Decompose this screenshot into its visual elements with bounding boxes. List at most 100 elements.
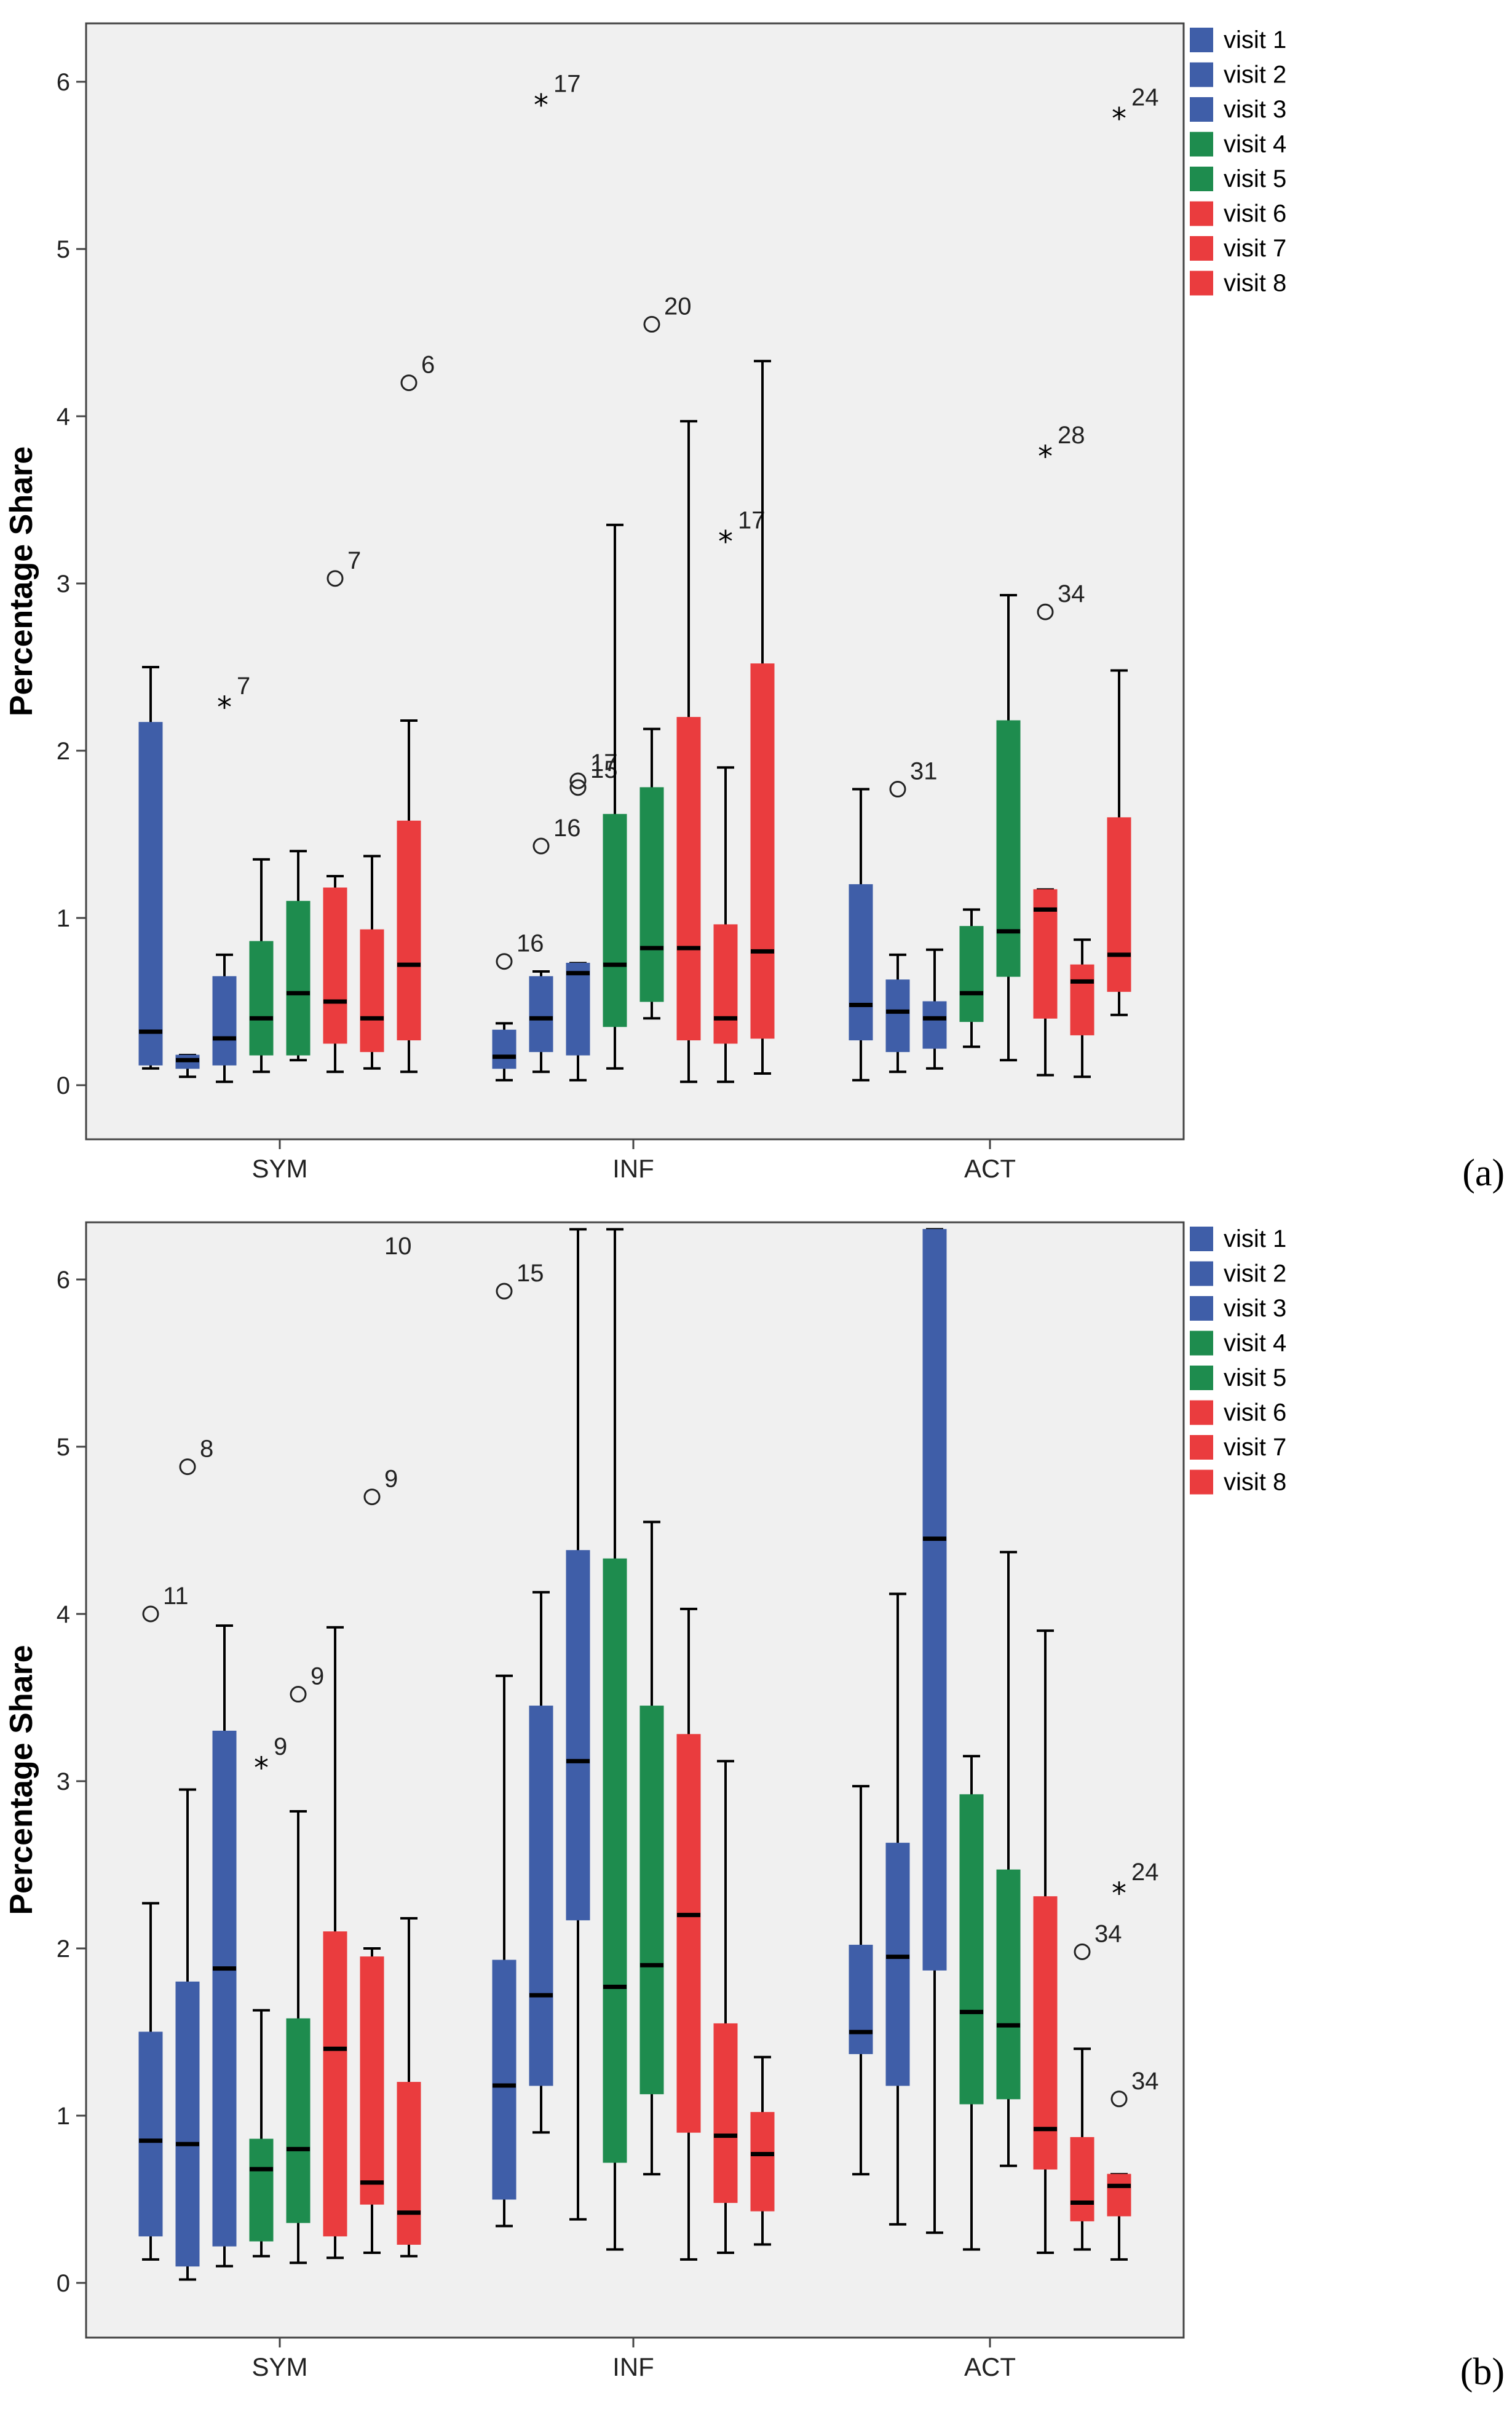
legend-swatch xyxy=(1190,167,1213,191)
y-tick-label: 2 xyxy=(57,738,70,765)
legend-swatch xyxy=(1190,1227,1213,1251)
box-iqr xyxy=(713,2023,738,2203)
outlier-label: 11 xyxy=(163,1583,189,1610)
box-sym-visit-4: *9 xyxy=(249,1733,287,2258)
outlier-circle xyxy=(290,1686,307,1703)
box-act-visit-3 xyxy=(922,948,947,1070)
y-axis-label: Percentage Share xyxy=(4,1645,39,1915)
box-inf-visit-7 xyxy=(713,1760,738,2255)
outlier-circle xyxy=(179,1458,196,1476)
box-sym-visit-3 xyxy=(212,1624,237,2268)
box-iqr xyxy=(286,901,311,1056)
box-act-visit-6: 34 *28 xyxy=(1033,422,1085,1077)
outlier-star: * xyxy=(718,525,733,560)
box-iqr xyxy=(138,722,163,1066)
outlier-label: 34 xyxy=(1094,1920,1122,1947)
legend-label: visit 3 xyxy=(1224,1295,1286,1322)
box-iqr xyxy=(713,924,738,1044)
box-iqr xyxy=(639,787,664,1002)
y-tick-label: 4 xyxy=(57,403,70,430)
outlier-circle xyxy=(1074,1943,1091,1960)
outlier-star: * xyxy=(217,690,232,725)
legend-swatch xyxy=(1190,1296,1213,1321)
legend-swatch xyxy=(1190,97,1213,122)
legend-swatch xyxy=(1190,201,1213,226)
legend-swatch xyxy=(1190,1331,1213,1356)
box-act-visit-3 xyxy=(922,1228,947,2234)
x-tick-label: ACT xyxy=(964,2352,1016,2381)
outlier-label: 8 xyxy=(200,1436,213,1463)
box-act-visit-8: *24 xyxy=(1107,84,1159,1016)
legend-swatch xyxy=(1190,132,1213,157)
box-iqr xyxy=(676,1734,701,2133)
box-inf-visit-5: 20 xyxy=(639,293,692,1020)
box-iqr xyxy=(639,1706,664,2095)
legend-label: visit 7 xyxy=(1224,1434,1286,1461)
box-act-visit-4 xyxy=(959,908,984,1048)
box-inf-visit-5 xyxy=(639,1520,664,2176)
outlier-label: 17 xyxy=(553,71,581,98)
box-inf-visit-7: *17 xyxy=(713,507,766,1083)
legend-label: visit 8 xyxy=(1224,1469,1286,1496)
box-iqr xyxy=(323,1931,347,2237)
box-act-visit-1 xyxy=(849,1785,873,2176)
legend-label: visit 4 xyxy=(1224,131,1286,158)
outlier-star: * xyxy=(1038,440,1053,474)
box-iqr xyxy=(959,926,984,1022)
x-tick-label: SYM xyxy=(251,1154,307,1183)
box-iqr xyxy=(849,884,873,1041)
outlier-star: * xyxy=(1112,101,1126,136)
legend-swatch xyxy=(1190,271,1213,296)
outlier-circle xyxy=(569,779,587,796)
x-tick-label: ACT xyxy=(964,1154,1016,1183)
legend-swatch xyxy=(1190,1366,1213,1390)
box-iqr xyxy=(849,1945,873,2054)
box-sym-visit-2: 8 xyxy=(175,1436,213,2281)
outlier-label: 7 xyxy=(347,547,361,574)
legend-swatch xyxy=(1190,1400,1213,1425)
box-iqr xyxy=(212,976,237,1066)
box-act-visit-7 xyxy=(1070,938,1094,1078)
box-iqr xyxy=(996,720,1021,977)
legend-label: visit 3 xyxy=(1224,96,1286,123)
box-inf-visit-1: 15 xyxy=(492,1260,544,2228)
box-inf-visit-2: 16 *17 xyxy=(529,71,581,1074)
outlier-label: 9 xyxy=(311,1663,324,1690)
box-iqr xyxy=(175,1981,200,2267)
box-iqr xyxy=(212,1730,237,2247)
y-tick-label: 4 xyxy=(57,1601,70,1628)
outlier-label: 28 xyxy=(1058,422,1085,449)
box-iqr xyxy=(885,979,910,1053)
y-tick-label: 3 xyxy=(57,571,70,598)
legend-label: visit 4 xyxy=(1224,1330,1286,1357)
box-iqr xyxy=(676,717,701,1041)
y-tick-label: 2 xyxy=(57,1936,70,1963)
box-iqr xyxy=(249,2138,274,2242)
box-sym-visit-5: 9 xyxy=(286,1663,324,2264)
legend-label: visit 8 xyxy=(1224,270,1286,297)
outlier-circle xyxy=(1110,2090,1128,2108)
box-iqr xyxy=(959,1794,984,2105)
box-inf-visit-1: 16 xyxy=(492,930,544,1081)
y-tick-label: 5 xyxy=(57,1434,70,1461)
legend-label: visit 6 xyxy=(1224,1399,1286,1426)
box-iqr xyxy=(922,1228,947,1971)
box-iqr xyxy=(286,2018,311,2223)
outlier-label: 17 xyxy=(738,507,766,534)
y-tick-label: 6 xyxy=(57,69,70,96)
legend-label: visit 5 xyxy=(1224,165,1286,192)
outlier-label: 9 xyxy=(274,1733,287,1760)
legend-label: visit 1 xyxy=(1224,26,1286,53)
box-sym-visit-7 xyxy=(360,855,384,1070)
outlier-label: 16 xyxy=(553,815,581,842)
box-iqr xyxy=(603,813,627,1027)
box-inf-visit-3 xyxy=(566,1228,590,2221)
legend-swatch xyxy=(1190,62,1213,87)
outlier-label: 7 xyxy=(237,673,250,700)
box-sym-visit-7: 9 xyxy=(360,1466,398,2255)
box-iqr xyxy=(996,1869,1021,2100)
